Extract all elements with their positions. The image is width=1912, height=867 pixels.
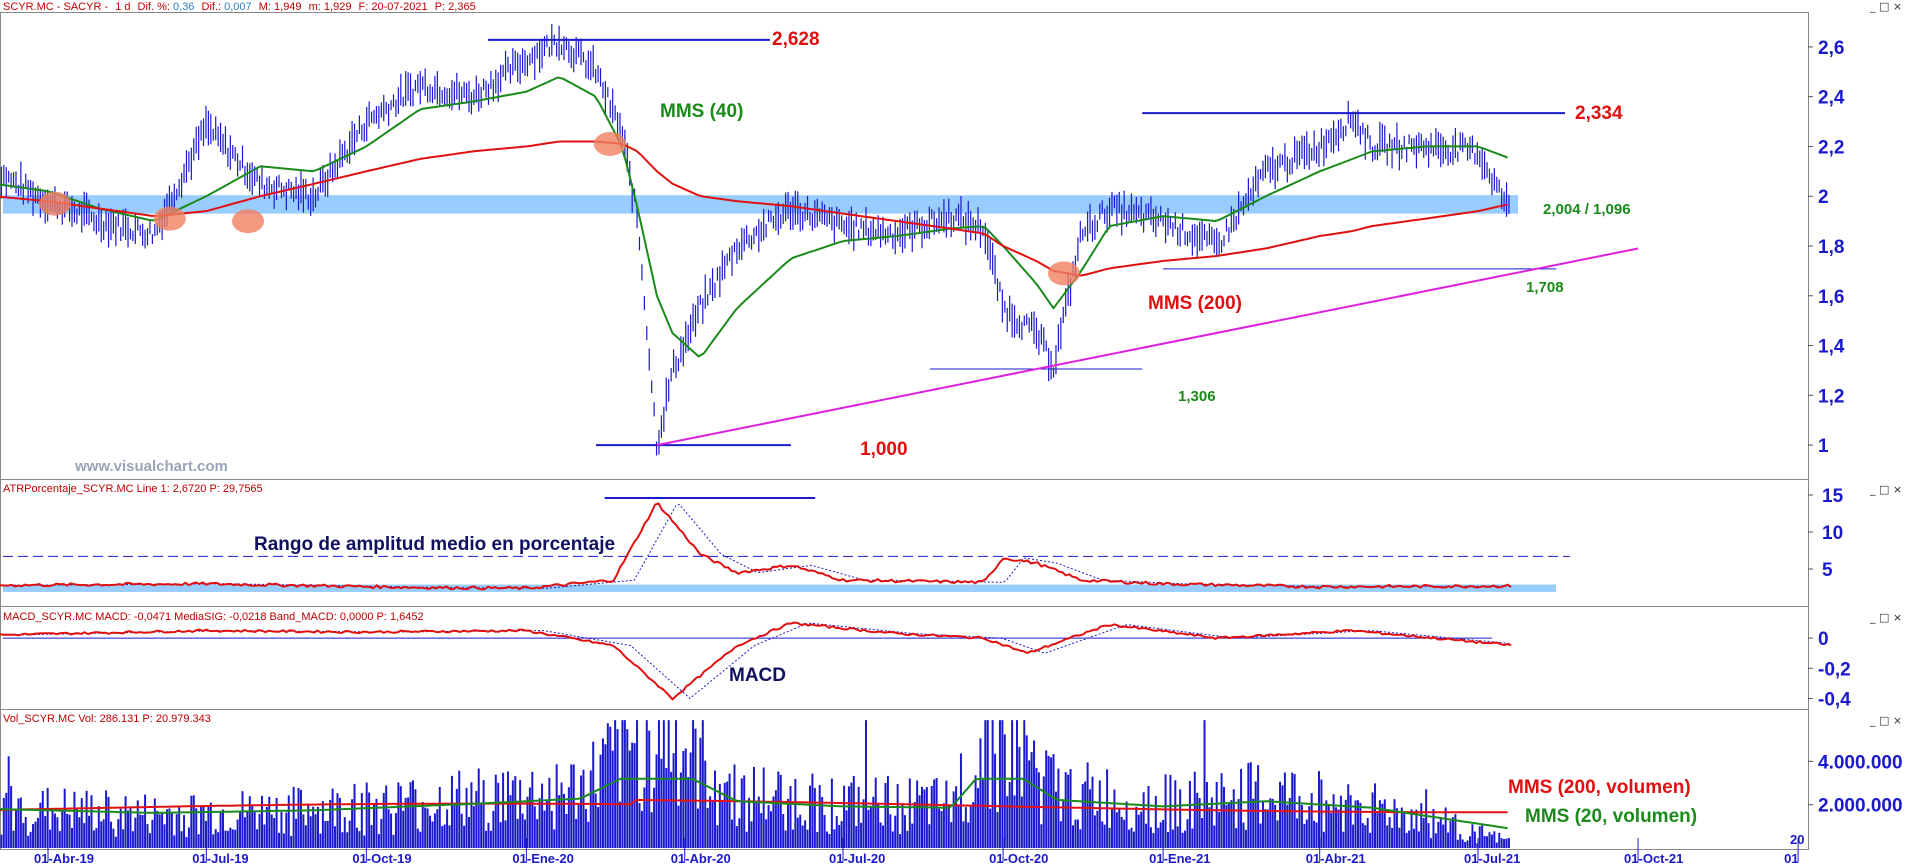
volume-panel-header: Vol_SCYR.MC Vol: 286.131 P: 20.979.343 — [3, 713, 211, 725]
atr-axis-label: 15 — [1822, 486, 1844, 507]
atr-band — [3, 584, 1556, 592]
price-axis-label: 2 — [1818, 187, 1829, 208]
x-axis-label: 01-Jul-21 — [1464, 851, 1520, 866]
macd-panel — [0, 621, 1512, 701]
price-axis-label: 2,2 — [1818, 137, 1844, 158]
price-axis-label: 2,6 — [1818, 38, 1844, 59]
x-axis-label: 01-Oct-21 — [1624, 851, 1683, 866]
annotation-support-band: 2,004 / 1,096 — [1543, 201, 1631, 218]
x-axis-label: 01-Abr-21 — [1306, 851, 1366, 866]
x-axis-label: 01-Abr-20 — [671, 851, 731, 866]
annotation-low: 1,000 — [860, 439, 908, 460]
crossover-marker — [1047, 261, 1080, 286]
atr-signal-line — [0, 503, 1512, 589]
x-axis-label: 01-Ene-21 — [1149, 851, 1210, 866]
annotation-mms40: MMS (40) — [660, 101, 743, 122]
crossover-marker — [38, 191, 71, 216]
macd-axis-label: -0,2 — [1818, 659, 1851, 680]
macd-axis-label: -0,4 — [1818, 689, 1851, 710]
watermark: www.visualchart.com — [74, 458, 228, 475]
x-axis-label: 01-Oct-20 — [989, 851, 1048, 866]
volume-mms20-line — [0, 777, 1508, 830]
annotation-vol-mms200: MMS (200, volumen) — [1508, 777, 1691, 798]
annotation-macd-title: MACD — [729, 665, 786, 686]
price-axis-label: 2,4 — [1818, 88, 1845, 109]
price-panel — [0, 23, 1639, 456]
x-axis-label: 01 — [1784, 851, 1798, 866]
macd-line — [0, 621, 1512, 701]
atr-line — [0, 502, 1512, 591]
annotation-vol-mms20: MMS (20, volumen) — [1525, 806, 1697, 827]
x-axis-label: 01-Jul-19 — [192, 851, 248, 866]
volume-axis-label: 2.000.000 — [1818, 796, 1903, 817]
volume-axis-label: 4.000.000 — [1818, 752, 1903, 773]
price-axis-label: 1,2 — [1818, 386, 1844, 407]
x-axis-label: 01-Jul-20 — [829, 851, 885, 866]
main-window-buttons[interactable]: _ □ × — [1869, 0, 1902, 13]
volume-window-buttons[interactable]: _ □ × — [1869, 714, 1902, 727]
axes: 2,6 2,4 2,2 2 1,8 1,6 1,4 1,2 1 15 10 5 0 -0,2 -0,4 4.0… — [34, 38, 1903, 866]
mms40-line — [0, 76, 1508, 358]
trendline — [656, 247, 1639, 447]
x-axis-label: 01-Oct-19 — [352, 851, 411, 866]
annotation-2334: 2,334 — [1575, 103, 1623, 124]
volume-panel — [0, 720, 1510, 848]
volume-bars — [0, 720, 1510, 848]
atr-axis-label: 5 — [1822, 560, 1833, 581]
annotation-1306: 1,306 — [1178, 388, 1216, 405]
mms200-line — [0, 140, 1508, 277]
annotation-1708: 1,708 — [1526, 279, 1564, 296]
atr-panel-header: ATRPorcentaje_SCYR.MC Line 1: 2,6720 P: … — [3, 483, 263, 495]
macd-axis-label: 0 — [1818, 629, 1829, 650]
atr-axis-label: 10 — [1822, 523, 1843, 544]
price-axis-label: 1 — [1818, 436, 1829, 457]
annotation-high: 2,628 — [772, 29, 820, 50]
price-series — [0, 23, 1510, 456]
crossover-marker — [153, 206, 186, 231]
macd-window-buttons[interactable]: _ □ × — [1869, 611, 1902, 624]
crossover-marker — [232, 209, 265, 234]
price-axis-label: 1,4 — [1818, 337, 1845, 358]
annotation-mms200: MMS (200) — [1148, 293, 1242, 314]
macd-panel-header: MACD_SCYR.MC MACD: -0,0471 MediaSIG: -0,… — [3, 611, 424, 623]
x-axis-label: 01-Ene-20 — [512, 851, 573, 866]
annotation-atr-title: Rango de amplitud medio en porcentaje — [254, 534, 615, 555]
price-axis-label: 1,6 — [1818, 287, 1844, 308]
x-axis-label: 01-Abr-19 — [34, 851, 94, 866]
atr-window-buttons[interactable]: _ □ × — [1869, 483, 1902, 496]
crossover-marker — [593, 131, 626, 156]
atr-panel — [0, 496, 1570, 592]
main-panel-header: SCYR.MC - SACYR - 1 d Dif. %: 0,36 Dif.:… — [3, 1, 476, 13]
price-axis-label: 1,8 — [1818, 237, 1844, 258]
x-axis-extra-label: 20 — [1790, 832, 1804, 847]
